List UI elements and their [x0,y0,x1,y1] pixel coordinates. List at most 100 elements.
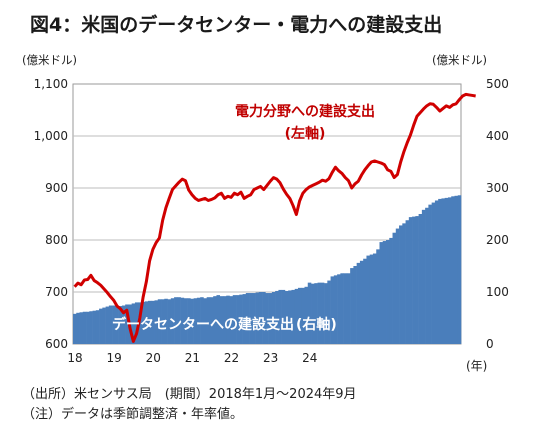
left-axis-unit: (億米ドル) [22,53,77,67]
datacenter-bar [366,255,371,344]
datacenter-bar [144,301,149,344]
datacenter-bar [402,223,406,344]
power-series-axis-note: (左軸) [285,125,326,142]
datacenter-bar [112,305,116,344]
x-tick-label: 19 [106,351,121,365]
datacenter-bar [76,312,80,344]
datacenter-bar [82,311,87,344]
datacenter-bar [105,306,110,344]
left-tick-label: 900 [45,181,68,195]
left-tick-label: 1,100 [34,77,68,91]
datacenter-bar [350,268,354,344]
datacenter-bar [73,313,77,344]
datacenter-bar [161,299,165,344]
datacenter-bar [418,214,423,344]
chart-title: 図4：米国のデータセンター・電力への建設支出 [30,13,442,36]
datacenter-bar [209,297,214,344]
datacenter-bar [291,289,296,344]
datacenter-bar [278,289,282,344]
left-axis-ticks: 600 700 800 900 1,000 1,100 [34,77,68,351]
datacenter-bar [421,209,426,344]
datacenter-bar [343,273,348,344]
datacenter-series-axis-note: (右軸) [296,316,337,333]
datacenter-bar [89,311,93,344]
datacenter-bar [242,294,247,344]
datacenter-bar [327,280,331,344]
datacenter-bar [196,297,201,344]
datacenter-bar [408,217,413,344]
datacenter-bar [294,288,299,344]
datacenter-bar [301,287,305,344]
datacenter-bar [187,298,191,344]
x-tick-label: 22 [224,351,239,365]
datacenter-series-label: データセンターへの建設支出 [112,316,294,333]
datacenter-bar [431,202,436,344]
datacenter-bar [134,302,139,344]
datacenter-bar [363,258,367,344]
datacenter-bar [108,305,113,344]
datacenter-bar [415,216,419,344]
datacenter-bar [236,295,240,344]
datacenter-bar [382,241,387,344]
datacenter-bar [376,249,380,344]
power-spending-line [73,92,476,343]
x-tick-label: 23 [263,351,278,365]
datacenter-bar [213,296,217,344]
datacenter-bar [232,295,237,344]
datacenter-bar [170,298,175,344]
left-tick-label: 800 [45,233,68,247]
datacenter-bar [79,312,84,344]
datacenter-bar [297,287,302,344]
datacenter-bar [359,260,364,344]
datacenter-bar [219,296,224,344]
datacenter-bar [268,293,273,344]
datacenter-bar [399,225,403,344]
datacenter-bar [164,298,168,344]
datacenter-bar [271,292,276,344]
datacenter-bar [252,293,256,344]
datacenter-bar [275,290,279,344]
datacenter-bar [353,266,357,344]
right-tick-label: 500 [486,77,509,91]
datacenter-bar [428,204,432,344]
datacenter-bar [288,290,292,344]
datacenter-bar [180,297,185,344]
datacenter-bar [147,300,152,344]
x-tick-label: 18 [67,351,82,365]
right-tick-label: 100 [486,285,509,299]
datacenter-bar [451,196,455,344]
datacenter-bar [457,195,462,344]
datacenter-bar [203,298,207,344]
datacenter-bar [372,253,377,344]
datacenter-bar [454,195,459,344]
datacenter-bar [356,262,361,344]
footnote: （注）データは季節調整済・年率値。 [22,406,243,422]
datacenter-bar [118,306,123,344]
datacenter-bar [346,273,351,344]
datacenter-bar [304,286,309,344]
datacenter-bar [324,283,328,344]
x-tick-label: 21 [185,351,200,365]
datacenter-bar [239,294,243,344]
datacenter-bar [141,301,146,344]
x-axis-unit: (年) [466,359,487,373]
datacenter-bar [386,240,390,344]
source-note: （出所）米センサス局 (期間）2018年1月～2024年9月 [22,387,357,402]
datacenter-bar [131,303,136,344]
datacenter-bar [311,283,315,344]
datacenter-bar [157,299,162,344]
datacenter-bar [258,292,263,344]
datacenter-bar [281,289,286,344]
datacenter-bar [441,198,445,344]
datacenter-bar [226,295,230,344]
left-tick-label: 700 [45,285,68,299]
datacenter-bar [216,295,221,344]
datacenter-bar [265,293,269,344]
left-tick-label: 600 [45,337,68,351]
datacenter-bar [102,307,106,344]
datacenter-bar [222,296,227,344]
datacenter-bar [174,297,178,344]
datacenter-bar [193,298,198,344]
datacenter-bar [337,274,341,344]
